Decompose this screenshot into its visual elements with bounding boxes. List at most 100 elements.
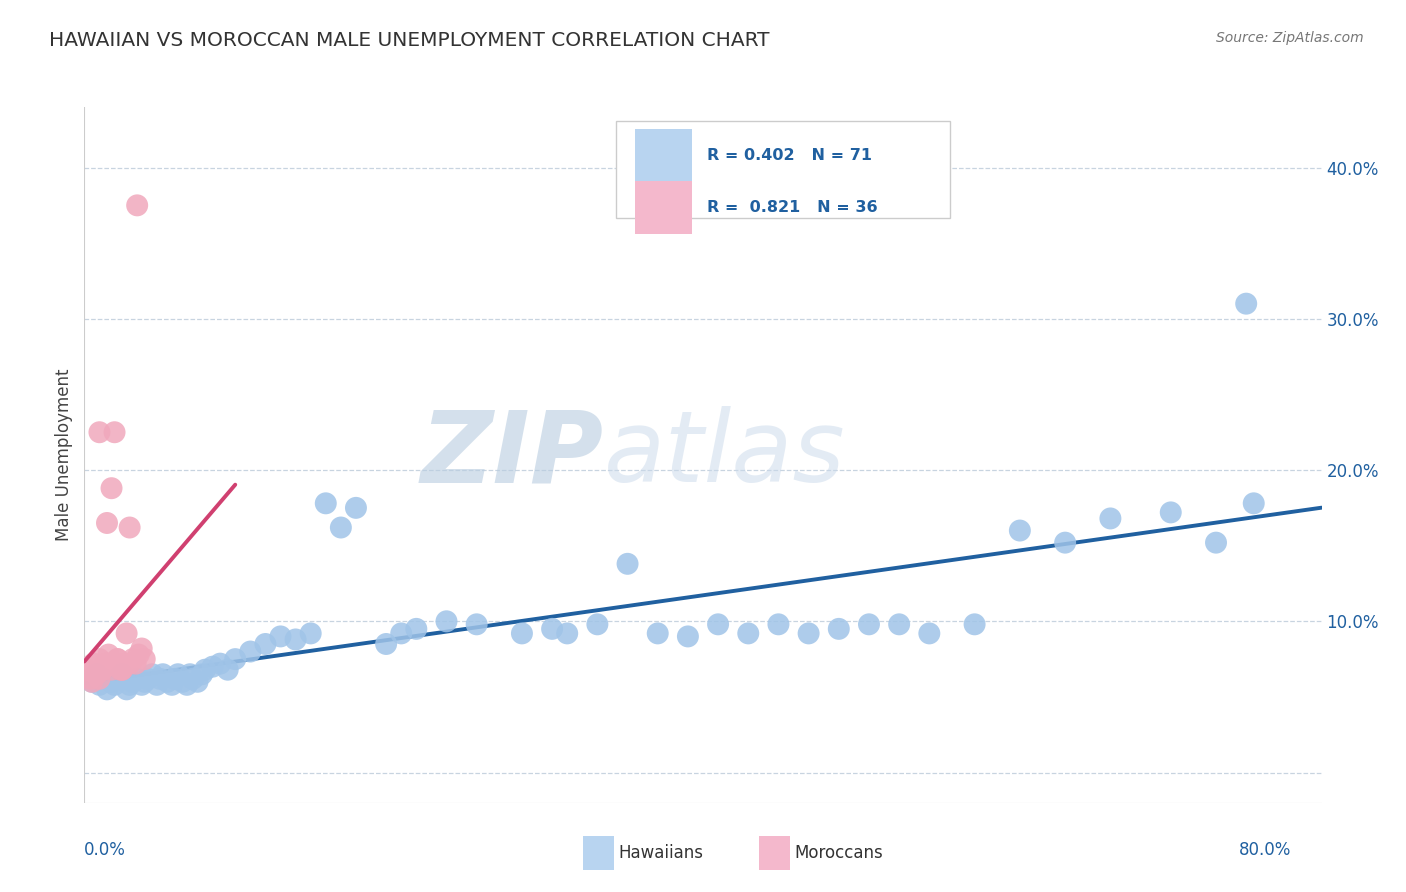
- Point: [115, 626, 138, 640]
- Point: [107, 672, 129, 686]
- Point: [152, 667, 174, 681]
- Text: R =  0.821   N = 36: R = 0.821 N = 36: [707, 201, 877, 216]
- Point: [586, 617, 609, 632]
- Point: [76, 663, 98, 677]
- Point: [134, 674, 156, 689]
- Y-axis label: Male Unemployment: Male Unemployment: [55, 368, 73, 541]
- Point: [103, 425, 125, 440]
- Point: [224, 652, 246, 666]
- Point: [181, 672, 204, 686]
- Point: [107, 652, 129, 666]
- Point: [121, 674, 143, 689]
- Point: [80, 674, 103, 689]
- Point: [121, 652, 143, 666]
- Point: [1205, 535, 1227, 549]
- Point: [91, 672, 114, 686]
- Point: [118, 520, 141, 534]
- Point: [176, 678, 198, 692]
- Point: [118, 657, 141, 671]
- Text: 0.0%: 0.0%: [84, 840, 127, 859]
- Point: [96, 657, 118, 671]
- Point: [100, 481, 122, 495]
- Point: [80, 674, 103, 689]
- Point: [89, 672, 111, 686]
- Point: [136, 672, 159, 686]
- Point: [1054, 535, 1077, 549]
- Text: atlas: atlas: [605, 407, 845, 503]
- Point: [209, 657, 232, 671]
- Point: [94, 657, 117, 671]
- Point: [79, 672, 101, 686]
- Point: [707, 617, 730, 632]
- Point: [111, 667, 134, 681]
- Point: [405, 622, 427, 636]
- Point: [91, 663, 114, 677]
- Point: [118, 678, 141, 692]
- Point: [100, 674, 122, 689]
- Point: [616, 557, 638, 571]
- Point: [737, 626, 759, 640]
- Point: [329, 520, 352, 534]
- Text: ZIP: ZIP: [420, 407, 605, 503]
- Point: [315, 496, 337, 510]
- Point: [111, 663, 134, 677]
- Point: [96, 682, 118, 697]
- Point: [103, 678, 125, 692]
- Point: [239, 644, 262, 658]
- Point: [89, 652, 111, 666]
- Point: [889, 617, 911, 632]
- Point: [555, 626, 578, 640]
- Point: [115, 657, 138, 671]
- Point: [141, 667, 163, 681]
- Point: [194, 663, 217, 677]
- Point: [797, 626, 820, 640]
- Point: [103, 657, 125, 671]
- Point: [828, 622, 851, 636]
- Point: [676, 629, 699, 643]
- Point: [124, 657, 146, 671]
- Point: [1008, 524, 1031, 538]
- Point: [344, 500, 367, 515]
- Point: [96, 516, 118, 530]
- Point: [172, 674, 194, 689]
- Point: [201, 659, 224, 673]
- FancyBboxPatch shape: [636, 128, 692, 181]
- Point: [131, 641, 153, 656]
- Point: [768, 617, 790, 632]
- Point: [156, 674, 179, 689]
- Point: [112, 657, 135, 671]
- Point: [284, 632, 307, 647]
- Point: [963, 617, 986, 632]
- Point: [82, 657, 104, 671]
- Point: [131, 678, 153, 692]
- Point: [128, 648, 150, 662]
- Point: [191, 667, 214, 681]
- Point: [1099, 511, 1122, 525]
- Point: [115, 682, 138, 697]
- Point: [149, 672, 172, 686]
- Point: [97, 648, 120, 662]
- Point: [127, 198, 149, 212]
- Point: [1234, 296, 1257, 310]
- Point: [179, 667, 201, 681]
- Point: [647, 626, 669, 640]
- Point: [163, 672, 186, 686]
- Text: HAWAIIAN VS MOROCCAN MALE UNEMPLOYMENT CORRELATION CHART: HAWAIIAN VS MOROCCAN MALE UNEMPLOYMENT C…: [49, 31, 769, 50]
- Point: [89, 678, 111, 692]
- Point: [436, 615, 458, 629]
- Point: [510, 626, 533, 640]
- Point: [299, 626, 322, 640]
- Point: [103, 657, 125, 671]
- Point: [146, 678, 169, 692]
- Point: [375, 637, 398, 651]
- Point: [465, 617, 488, 632]
- FancyBboxPatch shape: [616, 121, 950, 219]
- Point: [389, 626, 412, 640]
- Point: [254, 637, 277, 651]
- Text: Source: ZipAtlas.com: Source: ZipAtlas.com: [1216, 31, 1364, 45]
- FancyBboxPatch shape: [636, 181, 692, 234]
- Point: [127, 672, 149, 686]
- Point: [858, 617, 880, 632]
- Text: 80.0%: 80.0%: [1239, 840, 1292, 859]
- Point: [1243, 496, 1265, 510]
